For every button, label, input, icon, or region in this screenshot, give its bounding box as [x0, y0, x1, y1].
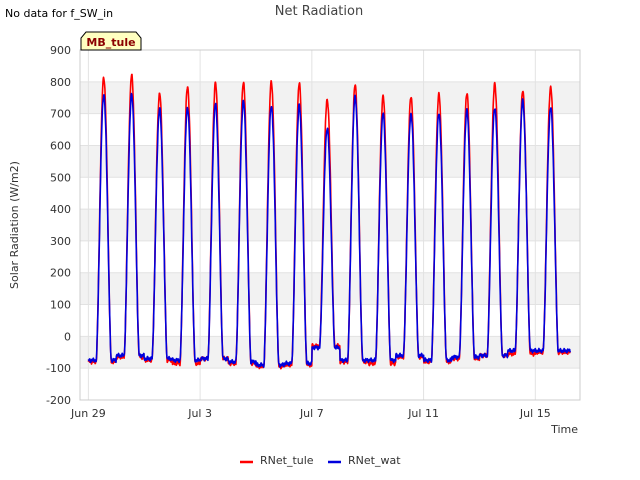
x-tick-label: Jul 15 [519, 407, 551, 420]
y-tick-label: 100 [50, 299, 71, 312]
site-badge: MB_tule [80, 31, 142, 51]
y-axis-label: Solar Radiation (W/m2) [8, 161, 21, 289]
y-tick-label: 900 [50, 44, 71, 57]
x-tick-label: Jun 29 [70, 407, 106, 420]
y-tick-label: -100 [46, 362, 71, 375]
x-tick-label: Jul 3 [187, 407, 212, 420]
chart-title: Net Radiation [275, 4, 363, 19]
y-tick-label: 800 [50, 76, 71, 89]
legend-label: RNet_wat [348, 454, 401, 467]
grid-band [80, 272, 580, 305]
y-tick-label: 500 [50, 171, 71, 184]
grid-band [80, 336, 580, 369]
y-tick-label: 600 [50, 139, 71, 152]
x-axis-label: Time [550, 423, 578, 436]
legend: RNet_tule RNet_wat [240, 454, 401, 467]
x-tick-label: Jul 7 [299, 407, 324, 420]
no-data-note: No data for f_SW_in [5, 7, 114, 20]
y-tick-label: 0 [64, 330, 71, 343]
series-line-rnet-wat [87, 92, 571, 368]
y-tick-label: 300 [50, 235, 71, 248]
y-tick-label: 200 [50, 267, 71, 280]
plot-frame [79, 49, 581, 401]
x-tick-label: Jul 11 [407, 407, 439, 420]
y-tick-label: 700 [50, 108, 71, 121]
y-tick-label: 400 [50, 203, 71, 216]
legend-label: RNet_tule [260, 454, 314, 467]
y-tick-label: -200 [46, 394, 71, 407]
grid-band [80, 81, 580, 114]
site-badge-label: MB_tule [86, 36, 135, 49]
